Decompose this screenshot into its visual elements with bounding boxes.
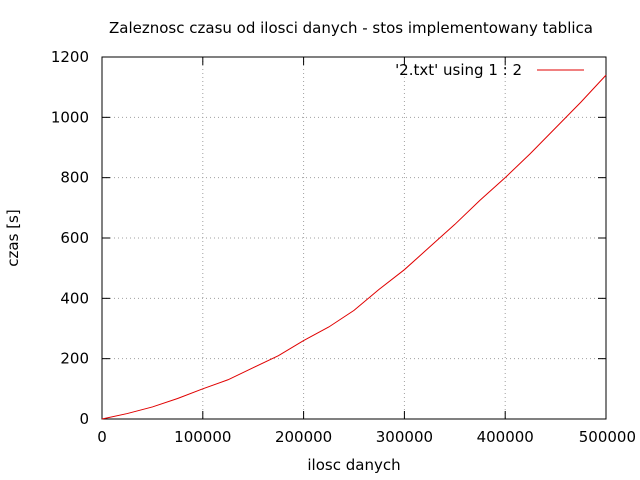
y-tick-label: 800: [60, 169, 89, 187]
y-tick-label: 600: [60, 229, 89, 247]
x-tick-label: 300000: [376, 428, 433, 446]
chart-title: Zaleznosc czasu od ilosci danych - stos …: [109, 19, 593, 37]
x-tick-label: 200000: [275, 428, 332, 446]
x-tick-label: 400000: [477, 428, 534, 446]
series: [101, 74, 607, 420]
y-tick-label: 1000: [51, 108, 89, 126]
series-line-0: [101, 74, 607, 420]
x-tick-label: 100000: [174, 428, 231, 446]
x-axis-label: ilosc danych: [307, 456, 400, 474]
y-axis-label: czas [s]: [4, 209, 22, 266]
legend-label: '2.txt' using 1 : 2: [395, 61, 522, 79]
y-tick-label: 200: [60, 350, 89, 368]
x-tick-label: 500000: [579, 428, 636, 446]
x-axis: 0 100000 200000 300000 400000 500000: [97, 57, 636, 446]
legend: '2.txt' using 1 : 2: [395, 61, 584, 79]
y-axis: 0 200 400 600 800 1000 1200: [51, 48, 606, 428]
grid: [102, 57, 606, 419]
y-tick-label: 0: [79, 410, 89, 428]
y-tick-label: 1200: [51, 48, 89, 66]
y-tick-label: 400: [60, 289, 89, 307]
x-tick-label: 0: [97, 428, 107, 446]
